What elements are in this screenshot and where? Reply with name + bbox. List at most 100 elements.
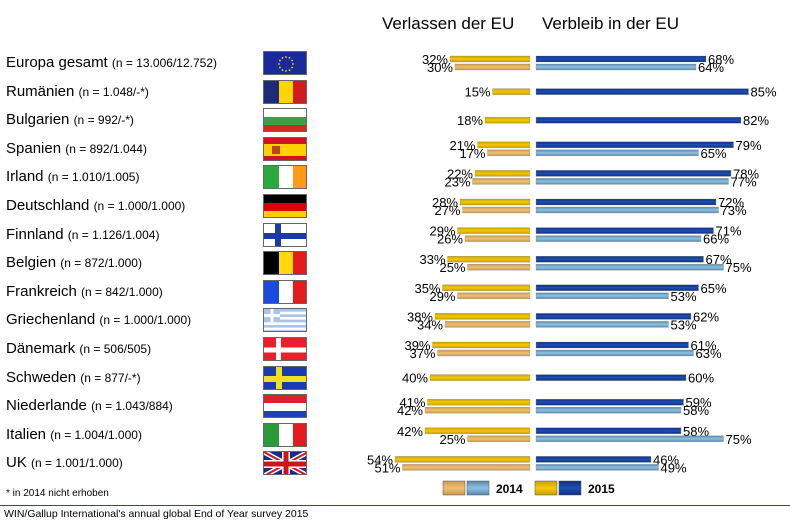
- sample-size: (n = 13.006/12.752): [111, 56, 217, 70]
- data-label: 26%: [437, 232, 463, 247]
- data-label: 60%: [688, 371, 714, 386]
- legend-swatch-leave-2015: [534, 480, 558, 496]
- leave-2014-bar: [462, 206, 531, 214]
- data-label: 42%: [397, 403, 423, 418]
- germany-flag-icon: [263, 194, 307, 218]
- sample-size: (n = 1.004/1.000): [50, 427, 142, 442]
- data-label: 17%: [459, 146, 485, 161]
- data-label: 66%: [703, 232, 729, 247]
- remain-2014-bar: [535, 464, 659, 471]
- belgium-flag-icon: [263, 251, 307, 276]
- data-label: 82%: [743, 113, 769, 128]
- sample-size: (n = 872/1.000): [60, 256, 142, 271]
- remain-2014-bar: [535, 63, 697, 71]
- data-label: 77%: [731, 174, 757, 189]
- netherlands-flag-icon: [263, 394, 307, 419]
- data-label: 32%: [422, 52, 448, 67]
- data-label: 63%: [696, 346, 722, 361]
- leave-2015-bar: [442, 284, 531, 291]
- data-label: 38%: [407, 309, 433, 324]
- source-note: WIN/Gallup International's annual global…: [4, 508, 309, 520]
- country-label: Schweden (n = 877/-*): [6, 369, 141, 386]
- leave-2015-bar: [424, 427, 531, 434]
- sample-size: (n = 1.000/1.000): [99, 313, 192, 328]
- leave-2015-bar: [492, 88, 531, 95]
- remain-2015-bar: [535, 198, 717, 206]
- leave-2015-bar: [477, 141, 531, 148]
- header-leave: Verlassen der EU: [382, 14, 515, 33]
- country-label: Finnland (n = 1.126/1.004): [6, 226, 159, 243]
- remain-2015-bar: [535, 88, 749, 95]
- country-name: Europa gesamt: [6, 54, 108, 71]
- remain-2015-bar: [535, 170, 732, 177]
- romania-flag-icon: [263, 79, 307, 104]
- data-label: 29%: [429, 224, 455, 239]
- data-label: 71%: [716, 224, 742, 239]
- sample-size: (n = 1.010/1.005): [47, 170, 140, 185]
- data-label: 33%: [419, 252, 445, 267]
- data-label: 35%: [414, 281, 440, 296]
- remain-2015-bar: [535, 284, 699, 291]
- data-label: 68%: [708, 52, 734, 67]
- sample-size: (n = 842/1.000): [81, 284, 163, 299]
- remain-2014-bar: [535, 264, 724, 271]
- leave-2014-bar: [464, 235, 531, 242]
- country-name: Frankreich: [6, 282, 77, 300]
- country-name: Niederlande: [6, 397, 87, 415]
- data-label: 59%: [686, 395, 712, 410]
- sample-size: (n = 992/-*): [73, 113, 134, 128]
- remain-2014-bar: [535, 349, 694, 357]
- country-name: Griechenland: [6, 311, 96, 329]
- leave-2014-bar: [444, 321, 531, 328]
- remain-2015-bar: [535, 399, 684, 406]
- remain-2015-bar: [535, 117, 742, 124]
- data-label: 75%: [726, 260, 752, 275]
- remain-2015-bar: [535, 227, 714, 234]
- sample-size: (n = 1.001/1.000): [31, 456, 123, 471]
- data-label: 29%: [429, 289, 455, 304]
- sample-size: (n = 1.126/1.004): [67, 227, 160, 242]
- remain-2015-bar: [535, 55, 707, 63]
- data-label: 53%: [671, 317, 697, 332]
- data-label: 21%: [449, 138, 475, 153]
- remain-2014-bar: [535, 435, 724, 442]
- country-label: UK (n = 1.001/1.000): [6, 454, 123, 471]
- leave-2014-bar: [467, 435, 531, 442]
- data-label: 58%: [683, 403, 709, 418]
- data-label: 67%: [706, 252, 732, 267]
- data-label: 41%: [399, 395, 425, 410]
- country-name: Dänemark: [6, 340, 76, 357]
- leave-2015-bar: [474, 170, 531, 177]
- leave-2015-bar: [457, 227, 531, 234]
- country-name: UK: [6, 454, 27, 472]
- data-label: 46%: [653, 452, 679, 467]
- remain-2014-bar: [535, 149, 699, 156]
- leave-2015-bar: [449, 55, 531, 63]
- france-flag-icon: [263, 279, 307, 304]
- sample-size: (n = 506/505): [79, 342, 152, 356]
- sample-size: (n = 1.048/-*): [78, 84, 149, 99]
- data-label: 30%: [427, 60, 453, 75]
- data-label: 85%: [751, 85, 777, 100]
- remain-2014-bar: [535, 321, 669, 328]
- country-label: Belgien (n = 872/1.000): [6, 254, 142, 271]
- data-label: 58%: [683, 424, 709, 439]
- country-name: Rumänien: [6, 82, 75, 100]
- leave-2015-bar: [484, 117, 531, 124]
- leave-2015-bar: [429, 374, 531, 381]
- remain-2014-bar: [535, 292, 669, 299]
- legend-swatch-leave-2014: [442, 480, 466, 496]
- country-name: Bulgarien: [6, 111, 70, 129]
- data-label: 25%: [439, 432, 465, 447]
- data-label: 65%: [701, 146, 727, 161]
- legend-label-2014: 2014: [496, 482, 523, 496]
- data-label: 27%: [434, 203, 460, 218]
- greece-flag-icon: [263, 308, 307, 333]
- country-name: Belgien: [6, 254, 57, 272]
- remain-2014-bar: [535, 235, 702, 242]
- remain-2015-bar: [535, 427, 682, 434]
- data-label: 61%: [691, 338, 717, 353]
- footnote: * in 2014 nicht erhoben: [6, 488, 109, 499]
- country-label: Frankreich (n = 842/1.000): [6, 283, 163, 300]
